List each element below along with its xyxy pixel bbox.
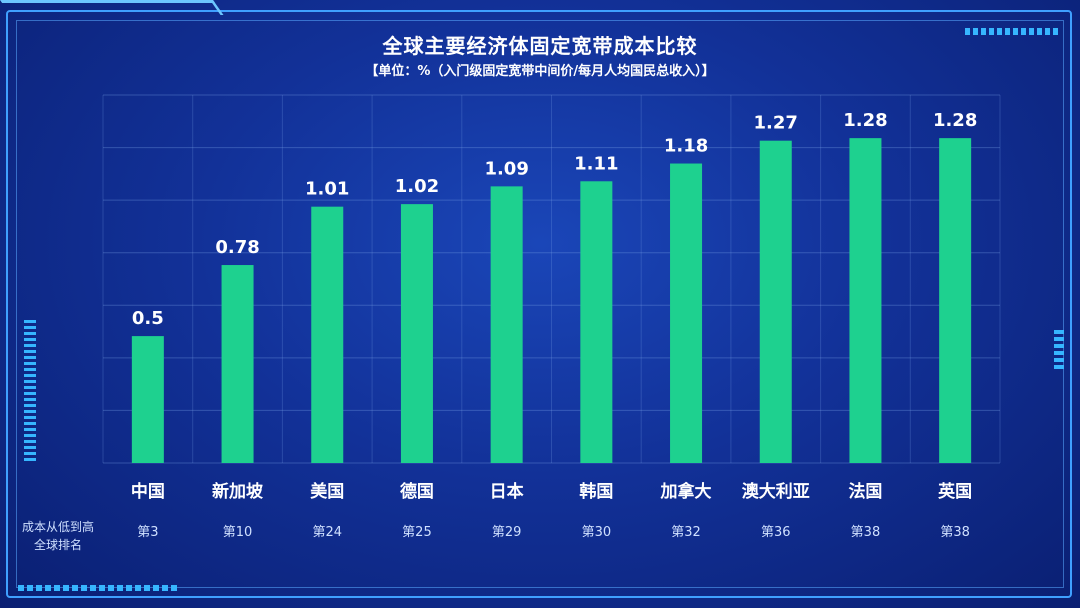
value-label-3: 1.01 — [305, 179, 349, 200]
bar-6 — [580, 181, 613, 463]
rank-label-6: 第30 — [582, 525, 612, 540]
category-label-3: 美国 — [310, 481, 344, 502]
category-label-10: 英国 — [938, 481, 972, 502]
rank-label-5: 第29 — [492, 525, 522, 540]
value-label-1: 0.5 — [132, 308, 164, 329]
top-right-tick-decoration — [965, 28, 1058, 35]
rank-label-2: 第10 — [223, 525, 253, 540]
rank-label-7: 第32 — [671, 525, 701, 540]
category-label-8: 澳大利亚 — [742, 481, 810, 502]
value-label-10: 1.28 — [933, 110, 977, 131]
bottom-tick-decoration — [18, 585, 177, 591]
value-labels: 0.5 0.78 1.01 1.02 1.09 1.11 1.18 1.27 1.28 1.28 — [132, 110, 977, 329]
value-label-9: 1.28 — [843, 110, 887, 131]
bar-5 — [490, 186, 523, 463]
category-label-9: 法国 — [848, 481, 882, 502]
bar-1 — [131, 336, 164, 463]
value-label-6: 1.11 — [574, 153, 618, 174]
rank-label-1: 第3 — [137, 525, 158, 540]
bar-3 — [311, 206, 344, 464]
category-label-4: 德国 — [400, 481, 434, 502]
bar-2 — [221, 265, 254, 463]
rank-row-label-line1: 成本从低到高 — [22, 520, 95, 534]
bar-4 — [400, 204, 433, 463]
bar-9 — [849, 138, 882, 463]
bar-10 — [939, 138, 972, 463]
rank-label-3: 第24 — [312, 525, 342, 540]
bar-7 — [670, 163, 703, 463]
value-label-5: 1.09 — [484, 158, 528, 179]
value-label-4: 1.02 — [395, 176, 439, 197]
right-tick-decoration — [1054, 330, 1064, 369]
rank-label-9: 第38 — [851, 525, 881, 540]
category-label-1: 中国 — [131, 481, 165, 502]
outer-frame — [6, 10, 1072, 598]
category-label-6: 韩国 — [579, 481, 613, 502]
category-labels: 中国 新加坡 美国 德国 日本 韩国 加拿大 澳大利亚 法国 英国 — [131, 481, 972, 502]
rank-label-10: 第38 — [940, 525, 970, 540]
value-label-2: 0.78 — [215, 237, 259, 258]
category-label-7: 加拿大 — [660, 481, 712, 502]
left-tick-decoration — [24, 320, 36, 461]
bars — [131, 138, 972, 464]
category-label-5: 日本 — [490, 481, 524, 502]
rank-row-label: 成本从低到高 全球排名 — [22, 518, 94, 554]
bar-8 — [759, 140, 792, 464]
rank-label-4: 第25 — [402, 525, 432, 540]
chart-subtitle: 【单位：%（入门级固定宽带中间价/每月人均国民总收入）】 — [365, 64, 715, 79]
category-label-2: 新加坡 — [212, 481, 263, 502]
value-label-8: 1.27 — [754, 113, 798, 134]
chart-title: 全球主要经济体固定宽带成本比较 — [382, 34, 698, 58]
value-label-7: 1.18 — [664, 136, 708, 157]
rank-label-8: 第36 — [761, 525, 791, 540]
inner-frame — [16, 20, 1064, 588]
rank-row-label-line2: 全球排名 — [34, 538, 83, 552]
rank-labels: 第3 第10 第24 第25 第29 第30 第32 第36 第38 第38 — [137, 525, 970, 540]
